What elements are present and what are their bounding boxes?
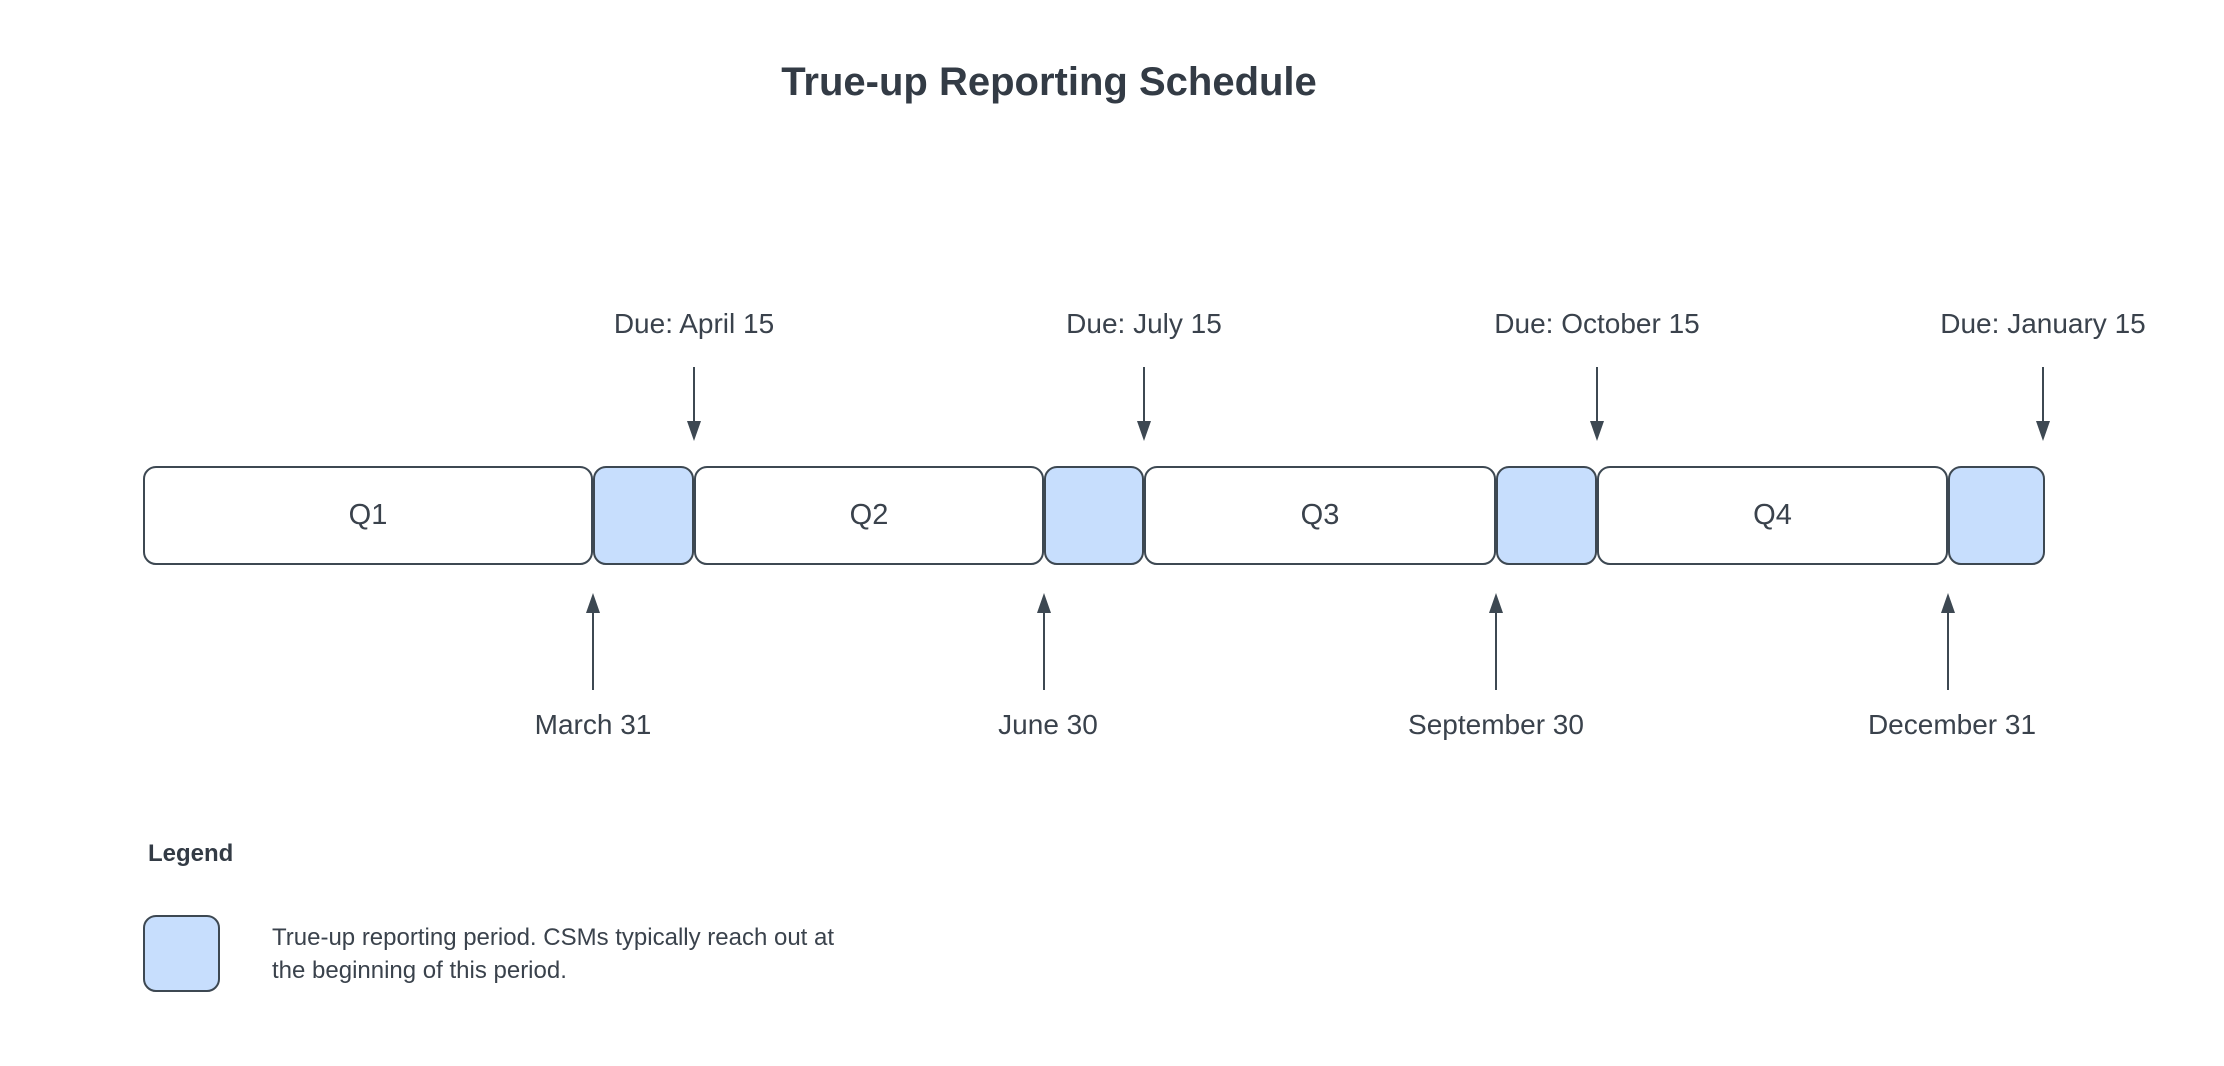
arrow-up-icon <box>1037 593 1051 690</box>
arrow-up-icon <box>586 593 600 690</box>
arrow-down-icon <box>1590 367 1604 441</box>
due-date-label-q3: Due: October 15 <box>1494 308 1700 339</box>
trueup-period-box-q2 <box>1044 466 1144 565</box>
period-end-label-q2: June 30 <box>998 709 1098 740</box>
legend-heading: Legend <box>148 840 234 867</box>
arrow-down-icon <box>2036 367 2050 441</box>
arrow-up-icon <box>1489 593 1503 690</box>
quarter-label: Q4 <box>1753 499 1792 531</box>
arrow-up-icon <box>1941 593 1955 690</box>
trueup-period-box-q3 <box>1496 466 1597 565</box>
arrow-down-icon <box>687 367 701 441</box>
due-date-label-q1: Due: April 15 <box>613 308 775 339</box>
quarter-box-q1: Q1 <box>143 466 593 565</box>
period-end-label-q3: September 30 <box>1408 709 1584 740</box>
trueup-period-box-q4 <box>1948 466 2045 565</box>
page-title: True-up Reporting Schedule <box>781 60 1317 104</box>
quarter-box-q2: Q2 <box>694 466 1044 565</box>
period-end-label-q4: December 31 <box>1867 709 2037 740</box>
quarter-label: Q1 <box>348 499 388 531</box>
trueup-period-box-q1 <box>593 466 694 565</box>
legend-description-line: True-up reporting period. CSMs typically… <box>272 924 835 951</box>
legend-trueup-swatch <box>143 915 220 992</box>
quarter-box-q3: Q3 <box>1144 466 1496 565</box>
due-date-label-q2: Due: July 15 <box>1066 308 1222 339</box>
due-date-label-q4: Due: January 15 <box>1940 308 2146 339</box>
quarter-label: Q2 <box>849 499 889 531</box>
period-end-label-q1: March 31 <box>534 709 652 740</box>
arrow-down-icon <box>1137 367 1151 441</box>
legend-description-line: the beginning of this period. <box>272 957 567 984</box>
quarter-box-q4: Q4 <box>1597 466 1948 565</box>
quarter-label: Q3 <box>1300 499 1340 531</box>
legend-description: True-up reporting period. CSMs typically… <box>272 921 834 987</box>
